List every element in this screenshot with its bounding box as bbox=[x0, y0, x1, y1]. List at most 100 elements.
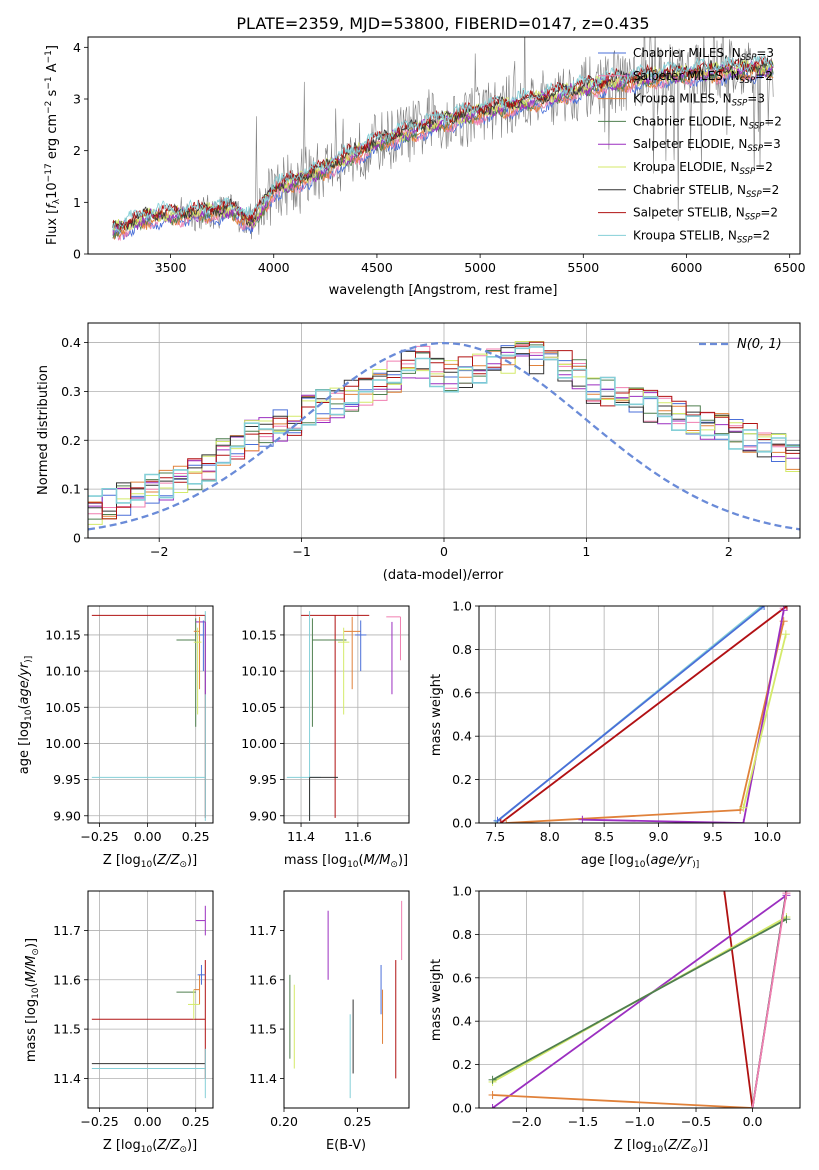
legend-label: Kroupa STELIB, NSSP=2 bbox=[633, 228, 770, 245]
legend-label: Salpeter MILES, NSSP=2 bbox=[633, 69, 773, 86]
label-part: =3 bbox=[756, 46, 774, 60]
residuals-panel: −2 −1 0 1 2 0 0.1 0.2 0.3 0.4 (data-model)/error No… bbox=[36, 322, 801, 583]
x-tick-label: 0.0 bbox=[743, 1114, 763, 1129]
label-part: SSP bbox=[740, 76, 756, 86]
weight-series-line bbox=[723, 891, 754, 1108]
y-tick-label: 10.05 bbox=[45, 700, 81, 715]
label-part: f bbox=[45, 202, 60, 209]
normal-curve bbox=[88, 341, 800, 531]
x-tick-label: 5000 bbox=[464, 260, 496, 275]
axes-frame bbox=[87, 890, 214, 1109]
y-tick-label: 0.6 bbox=[452, 970, 472, 985]
label-part: Chabrier MILES, N bbox=[633, 46, 741, 60]
label-part: age [log bbox=[581, 853, 634, 868]
label-part: )] bbox=[398, 853, 408, 868]
axes-frame bbox=[87, 605, 214, 824]
plot-area bbox=[289, 900, 403, 1099]
label-part: 10 bbox=[24, 709, 34, 721]
label-part: −2 bbox=[44, 101, 54, 114]
label-part: )] bbox=[187, 853, 197, 868]
histogram-series bbox=[88, 341, 800, 520]
label-part: λ bbox=[52, 198, 62, 204]
label-part: 10 bbox=[31, 987, 41, 999]
plot-area bbox=[91, 905, 206, 1099]
label-part: age/yr bbox=[17, 661, 32, 704]
y-tick-label: 0.0 bbox=[452, 1101, 472, 1116]
x-tick-label: 1 bbox=[582, 544, 590, 559]
y-tick-label: 0.3 bbox=[61, 384, 81, 399]
histogram-series bbox=[88, 346, 800, 504]
y-tick-label: 11.4 bbox=[53, 1071, 81, 1086]
label-part: Kroupa STELIB, N bbox=[633, 228, 737, 242]
y-tick-label: 11.7 bbox=[53, 923, 81, 938]
label-part: 10 bbox=[141, 860, 153, 870]
y-tick-label: 10.00 bbox=[241, 736, 277, 751]
label-part: 10 bbox=[634, 860, 646, 870]
label-part: Z/Z bbox=[667, 1138, 691, 1153]
label-part: =2 bbox=[753, 228, 771, 242]
label-part: Z [log bbox=[103, 1138, 141, 1153]
mass-Z-xlabel: Z [log10(Z/Z⊙)] bbox=[103, 1138, 197, 1155]
label-part: Z [log bbox=[103, 853, 141, 868]
weight-age-xlabel: age [log10(age/yr)] bbox=[581, 853, 699, 870]
label-part: ⊙ bbox=[31, 948, 41, 956]
x-tick-label: 0.25 bbox=[182, 1114, 210, 1129]
label-part: ⊙ bbox=[390, 860, 398, 870]
label-part: 10 bbox=[652, 1145, 664, 1155]
model-spectrum-line bbox=[112, 62, 774, 240]
weight-series-line bbox=[742, 633, 787, 809]
weight-Z-xlabel: Z [log10(Z/Z⊙)] bbox=[614, 1138, 708, 1155]
y-tick-label: 1.0 bbox=[452, 599, 472, 614]
y-tick-label: 10.10 bbox=[45, 664, 81, 679]
label-part: Salpeter ELODIE, N bbox=[633, 137, 747, 151]
y-tick-label: 10.15 bbox=[241, 627, 277, 642]
label-part: )] bbox=[24, 656, 34, 663]
label-part: ( bbox=[24, 982, 39, 987]
y-tick-label: 2 bbox=[73, 143, 81, 158]
label-part: SSP bbox=[746, 190, 762, 200]
spectrum-ylabel: Flux [fλ10−17 erg cm−2 s−1 A−1] bbox=[44, 45, 62, 245]
label-part: SSP bbox=[740, 167, 756, 177]
y-tick-label: 9.90 bbox=[249, 808, 277, 823]
x-tick-label: 8.0 bbox=[540, 829, 560, 844]
y-tick-label: 9.95 bbox=[53, 772, 81, 787]
label-part: Chabrier STELIB, N bbox=[633, 183, 746, 197]
x-tick-label: 6000 bbox=[671, 260, 703, 275]
label-part: −17 bbox=[44, 163, 54, 182]
y-tick-label: 11.4 bbox=[249, 1071, 277, 1086]
x-tick-label: 3500 bbox=[155, 260, 187, 275]
label-part: =3 bbox=[763, 137, 781, 151]
axes-layer: 3500 4000 4500 5000 5500 6000 6500 0 1 2 3 4 wavelen… bbox=[17, 36, 806, 1155]
y-tick-label: 0.2 bbox=[452, 1057, 472, 1072]
legend-label: Salpeter ELODIE, NSSP=3 bbox=[633, 137, 781, 154]
y-tick-label: 11.5 bbox=[249, 1022, 277, 1037]
axes-frame bbox=[87, 322, 801, 539]
x-tick-label: 9.5 bbox=[703, 829, 723, 844]
plot-area bbox=[112, 37, 774, 242]
legend-label: Kroupa ELODIE, NSSP=2 bbox=[633, 160, 773, 177]
mass-Z-ylabel: mass [log10(M/M⊙)] bbox=[24, 938, 41, 1062]
y-tick-label: 11.7 bbox=[249, 923, 277, 938]
x-tick-label: 5500 bbox=[567, 260, 599, 275]
x-tick-label: 0.00 bbox=[134, 1114, 162, 1129]
x-tick-label: −0.5 bbox=[681, 1114, 711, 1129]
label-part: ( bbox=[359, 853, 364, 868]
label-part: ⊙ bbox=[690, 1145, 698, 1155]
label-part: =2 bbox=[755, 160, 773, 174]
label-part: ⊙ bbox=[179, 1145, 187, 1155]
x-tick-label: 0.25 bbox=[344, 1114, 372, 1129]
legend-label: N(0, 1) bbox=[737, 337, 782, 352]
x-tick-label: −2.0 bbox=[511, 1114, 541, 1129]
y-tick-label: 0.2 bbox=[452, 772, 472, 787]
weight-series-line bbox=[492, 1094, 753, 1108]
legend-label: Kroupa MILES, NSSP=3 bbox=[633, 92, 765, 109]
y-tick-label: 10.05 bbox=[241, 700, 277, 715]
label-part: SSP bbox=[737, 235, 753, 245]
label-part: Salpeter STELIB, N bbox=[633, 206, 745, 220]
y-tick-label: 0 bbox=[73, 247, 81, 262]
y-tick-label: 10.00 bbox=[45, 736, 81, 751]
plot-area bbox=[91, 611, 206, 821]
label-part: Z/Z bbox=[156, 853, 180, 868]
